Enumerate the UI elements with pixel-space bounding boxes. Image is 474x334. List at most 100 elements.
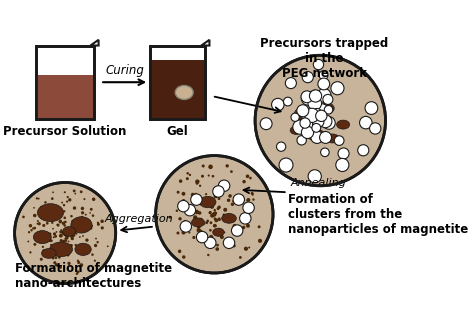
Circle shape [74, 193, 76, 194]
Circle shape [53, 261, 56, 264]
Circle shape [214, 194, 218, 198]
Circle shape [49, 239, 52, 242]
Circle shape [212, 212, 215, 215]
Circle shape [97, 221, 99, 224]
Circle shape [200, 218, 202, 221]
Circle shape [56, 224, 60, 227]
Circle shape [64, 232, 67, 235]
Circle shape [183, 220, 187, 223]
Circle shape [66, 252, 70, 256]
Circle shape [81, 265, 82, 267]
Ellipse shape [290, 126, 301, 134]
Circle shape [308, 170, 321, 183]
Circle shape [51, 197, 54, 200]
Circle shape [33, 214, 36, 217]
Circle shape [217, 207, 219, 210]
Circle shape [212, 212, 217, 217]
Circle shape [30, 229, 33, 231]
Circle shape [188, 205, 190, 207]
Circle shape [70, 236, 73, 238]
Circle shape [201, 175, 204, 178]
Circle shape [70, 233, 73, 236]
Circle shape [33, 227, 36, 229]
Ellipse shape [155, 156, 273, 273]
Circle shape [300, 118, 310, 128]
Circle shape [73, 235, 75, 236]
Circle shape [209, 211, 212, 214]
Circle shape [83, 198, 85, 200]
Circle shape [33, 243, 36, 246]
Circle shape [50, 244, 52, 246]
Circle shape [206, 239, 209, 241]
Circle shape [22, 215, 25, 218]
Circle shape [177, 191, 180, 194]
Circle shape [27, 240, 29, 242]
Circle shape [81, 230, 83, 232]
Circle shape [64, 233, 66, 235]
Circle shape [28, 231, 30, 233]
Text: Gel: Gel [167, 126, 189, 138]
Circle shape [81, 207, 84, 210]
Circle shape [52, 191, 54, 193]
Circle shape [313, 59, 324, 70]
Circle shape [199, 185, 201, 187]
Circle shape [317, 89, 331, 102]
Circle shape [76, 228, 79, 231]
Circle shape [218, 197, 220, 200]
Circle shape [215, 247, 219, 251]
Circle shape [186, 177, 189, 180]
Circle shape [310, 90, 322, 102]
Text: Formation of
clusters from the
nanoparticles of magnetite: Formation of clusters from the nanoparti… [288, 193, 468, 236]
Circle shape [306, 117, 317, 129]
Circle shape [324, 106, 333, 114]
Circle shape [54, 250, 56, 252]
Circle shape [42, 224, 46, 227]
Circle shape [59, 230, 63, 233]
Circle shape [205, 221, 208, 224]
Circle shape [79, 236, 81, 238]
Circle shape [213, 224, 217, 227]
Circle shape [189, 174, 191, 176]
Circle shape [316, 110, 327, 122]
Circle shape [195, 179, 200, 184]
Circle shape [41, 207, 45, 210]
Circle shape [50, 239, 53, 242]
Circle shape [252, 198, 255, 201]
Circle shape [209, 229, 212, 231]
Circle shape [61, 202, 63, 203]
Circle shape [185, 208, 189, 211]
Circle shape [89, 212, 91, 214]
Circle shape [323, 117, 335, 129]
Circle shape [178, 217, 182, 220]
Circle shape [77, 261, 80, 264]
Circle shape [184, 204, 196, 216]
Circle shape [312, 109, 322, 118]
Circle shape [100, 226, 104, 229]
Circle shape [40, 206, 42, 208]
Circle shape [51, 221, 54, 224]
Circle shape [192, 236, 195, 239]
Polygon shape [201, 40, 210, 45]
Circle shape [218, 230, 222, 234]
Circle shape [176, 231, 180, 234]
Circle shape [232, 224, 237, 228]
Circle shape [188, 231, 191, 233]
Circle shape [242, 219, 246, 223]
Ellipse shape [319, 103, 334, 114]
Ellipse shape [75, 243, 91, 256]
Circle shape [201, 164, 205, 168]
Circle shape [207, 254, 210, 256]
Circle shape [214, 218, 218, 222]
Circle shape [201, 231, 205, 236]
Circle shape [36, 223, 38, 224]
Circle shape [59, 234, 63, 237]
Circle shape [60, 219, 62, 221]
Circle shape [38, 236, 41, 239]
Circle shape [100, 219, 104, 223]
Circle shape [360, 116, 372, 129]
Circle shape [228, 213, 231, 216]
Circle shape [193, 217, 195, 220]
Circle shape [59, 266, 62, 269]
Circle shape [42, 246, 44, 248]
Circle shape [94, 244, 97, 247]
